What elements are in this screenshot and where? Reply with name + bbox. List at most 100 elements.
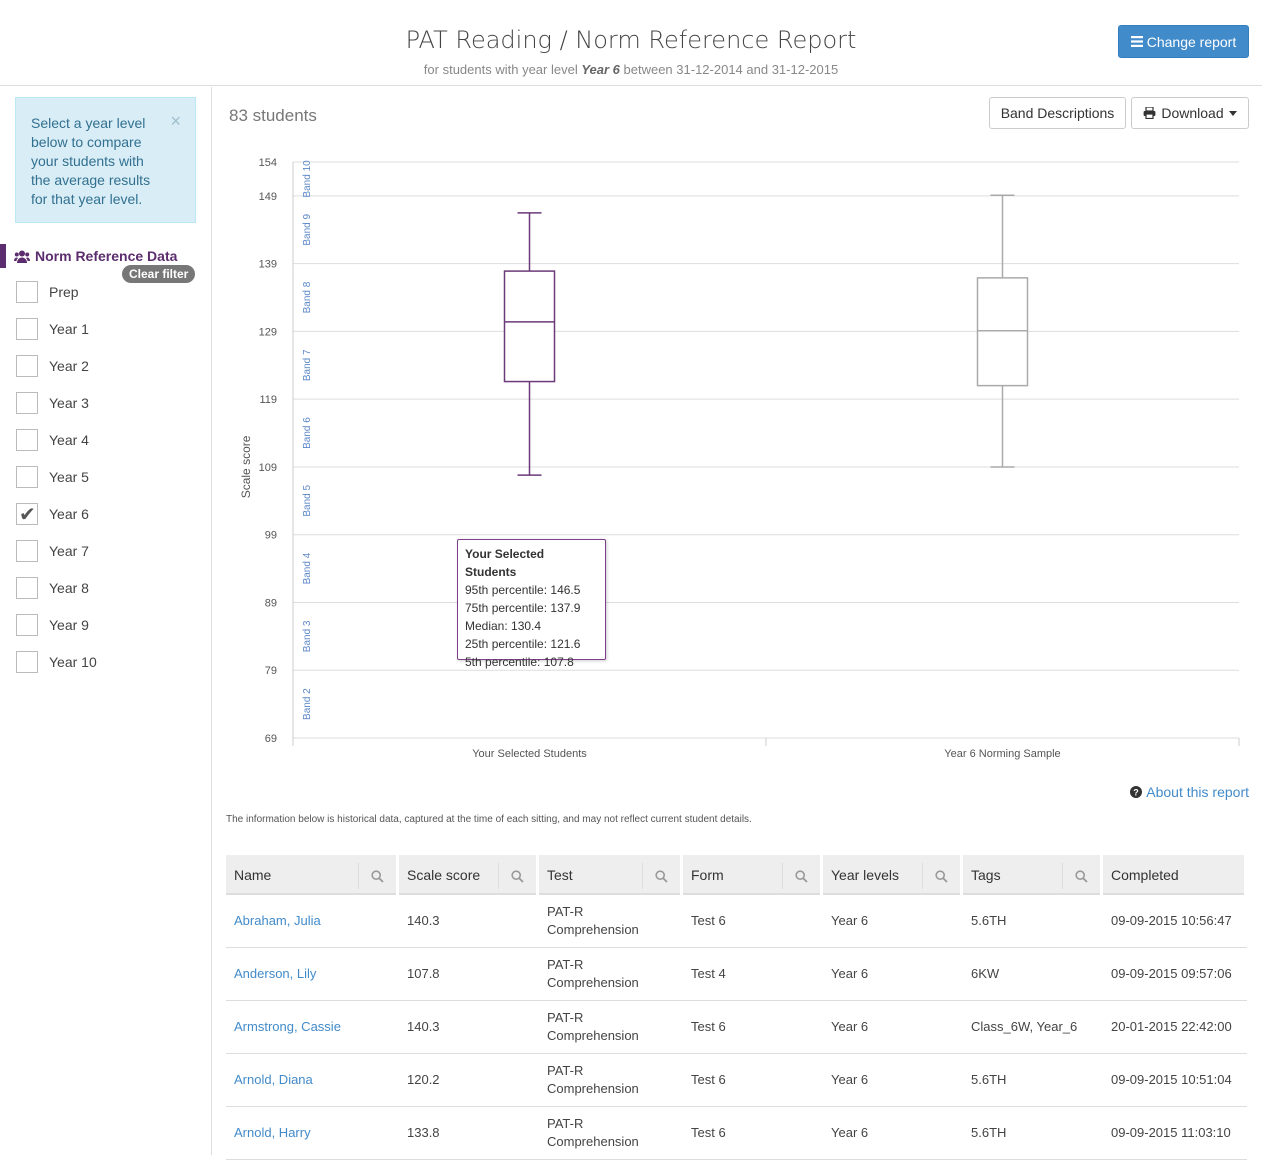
cell-name: Anderson, Lily <box>226 965 399 983</box>
test-name-line: PAT-R <box>547 1063 584 1078</box>
year-level-option[interactable]: Year 1 <box>16 317 89 341</box>
test-name-line: PAT-R <box>547 1010 584 1025</box>
year-level-checkbox[interactable] <box>16 466 38 488</box>
year-level-option[interactable]: Year 4 <box>16 428 89 452</box>
column-header[interactable]: Year levels <box>823 855 963 895</box>
band-descriptions-label: Band Descriptions <box>1000 105 1115 121</box>
info-alert: Select a year level below to compare you… <box>15 97 196 223</box>
test-name-line: PAT-R <box>547 1116 584 1131</box>
test-name-line: Comprehension <box>547 975 639 990</box>
year-level-option[interactable]: Year 10 <box>16 650 97 674</box>
menu-icon <box>1130 36 1143 47</box>
cell-year: Year 6 <box>831 913 869 928</box>
test-name-line: PAT-R <box>547 957 584 972</box>
subtitle-year: Year 6 <box>581 62 620 77</box>
year-level-checkbox[interactable] <box>16 355 38 377</box>
band-label: Band 3 <box>302 620 313 652</box>
column-search-icon[interactable] <box>1062 863 1100 889</box>
column-search-icon[interactable] <box>642 863 680 889</box>
norm-reference-title: Norm Reference Data <box>35 248 178 264</box>
year-level-checkbox[interactable] <box>16 540 38 562</box>
change-report-button[interactable]: Change report <box>1118 25 1249 58</box>
year-level-label: Year 5 <box>49 469 89 485</box>
test-name-line: Comprehension <box>547 1134 639 1149</box>
column-header-label: Completed <box>1111 867 1179 883</box>
band-label: Band 8 <box>302 281 313 313</box>
year-level-label: Year 10 <box>49 654 97 670</box>
cell-test: PAT-R Comprehension <box>539 1009 683 1045</box>
change-report-label: Change report <box>1146 33 1237 50</box>
sidebar: Select a year level below to compare you… <box>0 87 212 1155</box>
test-name-line: Comprehension <box>547 922 639 937</box>
column-header[interactable]: Test <box>539 855 683 895</box>
column-header[interactable]: Completed <box>1103 855 1247 895</box>
year-level-option[interactable]: Prep <box>16 280 79 304</box>
iqr-box <box>976 277 1029 387</box>
year-level-label: Year 3 <box>49 395 89 411</box>
student-name-link[interactable]: Armstrong, Cassie <box>234 1019 341 1034</box>
cell-completed: 09-09-2015 11:03:10 <box>1111 1125 1231 1140</box>
year-level-option[interactable]: Year 9 <box>16 613 89 637</box>
student-name-link[interactable]: Arnold, Diana <box>234 1072 313 1087</box>
chart-svg: 154 149 139 129 119 109 99 89 79 69 Band 10 Band 9 B… <box>239 157 1240 760</box>
year-level-option[interactable]: Year 8 <box>16 576 89 600</box>
y-tick-label: 89 <box>265 597 277 609</box>
tooltip-line: 95th percentile: 146.5 <box>465 583 581 597</box>
year-level-option[interactable]: Year 7 <box>16 539 89 563</box>
year-level-option[interactable]: Year 2 <box>16 354 89 378</box>
column-search-icon[interactable] <box>922 863 960 889</box>
column-header[interactable]: Scale score <box>399 855 539 895</box>
cell-name: Arnold, Harry <box>226 1124 399 1142</box>
band-descriptions-button[interactable]: Band Descriptions <box>989 97 1126 129</box>
year-level-checkbox[interactable] <box>16 429 38 451</box>
student-name-link[interactable]: Anderson, Lily <box>234 966 317 981</box>
download-button[interactable]: Download <box>1131 97 1249 129</box>
tooltip-title: Your Selected Students <box>465 547 545 579</box>
column-search-icon[interactable] <box>498 863 536 889</box>
cell-test: PAT-R Comprehension <box>539 956 683 992</box>
chart-tooltip: Your Selected Students 95th percentile: … <box>457 539 606 669</box>
y-tick-label: 69 <box>265 733 277 745</box>
year-level-option[interactable]: ✔ Year 6 <box>16 502 89 526</box>
column-header[interactable]: Form <box>683 855 823 895</box>
year-level-label: Year 8 <box>49 580 89 596</box>
y-tick-label: 119 <box>259 394 277 406</box>
year-level-checkbox[interactable] <box>16 318 38 340</box>
subtitle-prefix: for students with year level <box>423 62 578 77</box>
y-tick-label: 79 <box>265 665 277 677</box>
table-row: Arnold, Harry 133.8 PAT-R Comprehension Test… <box>226 1107 1247 1160</box>
table-row: Arnold, Diana 120.2 PAT-R Comprehension Test… <box>226 1054 1247 1107</box>
band-label: Band 4 <box>302 552 313 584</box>
y-axis-title: Scale score <box>239 435 253 498</box>
year-level-label: Year 6 <box>49 506 89 522</box>
year-level-checkbox[interactable] <box>16 392 38 414</box>
column-search-icon[interactable] <box>782 863 820 889</box>
cell-tags: 5.6TH <box>971 1125 1007 1140</box>
year-level-label: Year 1 <box>49 321 89 337</box>
column-header-label: Scale score <box>407 867 481 883</box>
year-level-checkbox[interactable] <box>16 614 38 636</box>
cell-score: 120.2 <box>407 1072 440 1087</box>
year-level-checkbox[interactable] <box>16 651 38 673</box>
cell-form: Test 6 <box>691 913 726 928</box>
year-level-option[interactable]: Year 3 <box>16 391 89 415</box>
column-header[interactable]: Tags <box>963 855 1103 895</box>
student-name-link[interactable]: Arnold, Harry <box>234 1125 311 1140</box>
year-level-label: Year 4 <box>49 432 89 448</box>
x-category-label: Year 6 Norming Sample <box>944 748 1060 760</box>
year-level-checkbox[interactable]: ✔ <box>16 503 38 526</box>
close-icon[interactable]: × <box>170 111 181 131</box>
column-header[interactable]: Name <box>226 855 399 895</box>
cell-tags: 6KW <box>971 966 1000 981</box>
cell-score: 133.8 <box>407 1125 440 1140</box>
year-level-option[interactable]: Year 5 <box>16 465 89 489</box>
student-name-link[interactable]: Abraham, Julia <box>234 913 321 928</box>
year-level-label: Year 7 <box>49 543 89 559</box>
year-level-checkbox[interactable] <box>16 281 38 303</box>
clear-filter-button[interactable]: Clear filter <box>122 265 196 283</box>
band-label: Band 7 <box>302 349 313 381</box>
about-report-link[interactable]: ? About this report <box>1130 784 1249 800</box>
year-level-checkbox[interactable] <box>16 577 38 599</box>
column-search-icon[interactable] <box>358 863 396 889</box>
band-label: Band 5 <box>302 485 313 517</box>
